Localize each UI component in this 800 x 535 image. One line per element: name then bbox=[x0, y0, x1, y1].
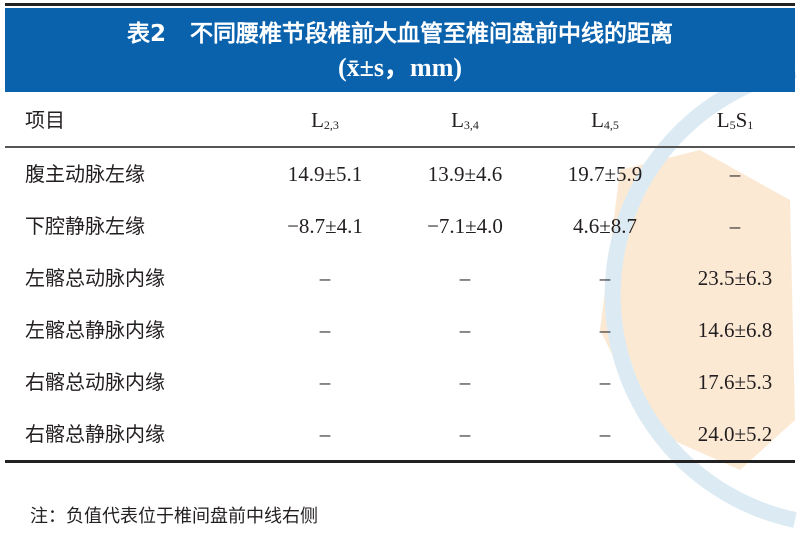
header-l45: L4,5 bbox=[535, 94, 675, 148]
cell-value: – bbox=[459, 318, 471, 342]
cell-value: – bbox=[535, 408, 675, 463]
cell-value: – bbox=[729, 214, 741, 238]
cell-value: 14.6±6.8 bbox=[697, 318, 773, 342]
cell-value: – bbox=[319, 318, 331, 342]
cell-value: 13.9±4.6 bbox=[427, 162, 503, 186]
cell-value: – bbox=[599, 318, 611, 342]
table-row: 右髂总静脉内缘 – – –24.0±5.2 bbox=[5, 408, 795, 463]
cell-value: 4.6±8.7 bbox=[572, 214, 638, 238]
row-label: 右髂总动脉内缘 bbox=[25, 370, 165, 394]
cell-value: – bbox=[319, 266, 331, 290]
header-l23: L2,3 bbox=[255, 94, 395, 148]
row-label: 下腔静脉左缘 bbox=[25, 214, 145, 238]
cell-value: – bbox=[599, 370, 611, 394]
header-l5s1: L5S1 bbox=[675, 94, 795, 148]
table-title: 表2 不同腰椎节段椎前大血管至椎间盘前中线的距离 (x̄±s，mm) bbox=[5, 8, 795, 92]
cell-value: – bbox=[729, 162, 741, 186]
table-note: 注：负值代表位于椎间盘前中线右侧 bbox=[30, 506, 318, 527]
title-text: 不同腰椎节段椎前大血管至椎间盘前中线的距离 bbox=[190, 21, 674, 47]
top-rule bbox=[5, 3, 795, 6]
row-label: 右髂总静脉内缘 bbox=[5, 408, 255, 463]
cell-value: – bbox=[395, 408, 535, 463]
data-table: 项目 L2,3 L3,4 L4,5 L5S1 腹主动脉左缘 14.9±5.1 13.… bbox=[5, 94, 795, 463]
cell-value: 17.6±5.3 bbox=[697, 370, 773, 394]
cell-value: – bbox=[319, 370, 331, 394]
table-number: 表2 bbox=[126, 21, 166, 47]
table-row: 下腔静脉左缘 −8.7±4.1 −7.1±4.0 4.6±8.7 – bbox=[5, 200, 795, 252]
cell-value: – bbox=[459, 266, 471, 290]
row-label: 左髂总动脉内缘 bbox=[25, 266, 165, 290]
cell-value: – bbox=[459, 370, 471, 394]
cell-value: −8.7±4.1 bbox=[287, 214, 363, 238]
cell-value: – bbox=[599, 266, 611, 290]
table-row: 右髂总动脉内缘 – – – 17.6±5.3 bbox=[5, 356, 795, 408]
title-unit: (x̄±s，mm) bbox=[337, 53, 463, 82]
row-label: 腹主动脉左缘 bbox=[25, 162, 145, 186]
cell-value: 23.5±6.3 bbox=[697, 266, 773, 290]
cell-value: 14.9±5.1 bbox=[287, 162, 363, 186]
header-l34: L3,4 bbox=[395, 94, 535, 148]
header-row: 项目 L2,3 L3,4 L4,5 L5S1 bbox=[5, 94, 795, 148]
table-row: 腹主动脉左缘 14.9±5.1 13.9±4.6 19.7±5.9 – bbox=[5, 147, 795, 200]
cell-value: 19.7±5.9 bbox=[567, 162, 643, 186]
table-row: 左髂总静脉内缘 – – – 14.6±6.8 bbox=[5, 304, 795, 356]
cell-value: – bbox=[255, 408, 395, 463]
header-item: 项目 bbox=[5, 94, 255, 148]
table-row: 左髂总动脉内缘 – – – 23.5±6.3 bbox=[5, 252, 795, 304]
cell-value: −7.1±4.0 bbox=[427, 214, 503, 238]
cell-value: 24.0±5.2 bbox=[675, 408, 795, 463]
row-label: 左髂总静脉内缘 bbox=[25, 318, 165, 342]
